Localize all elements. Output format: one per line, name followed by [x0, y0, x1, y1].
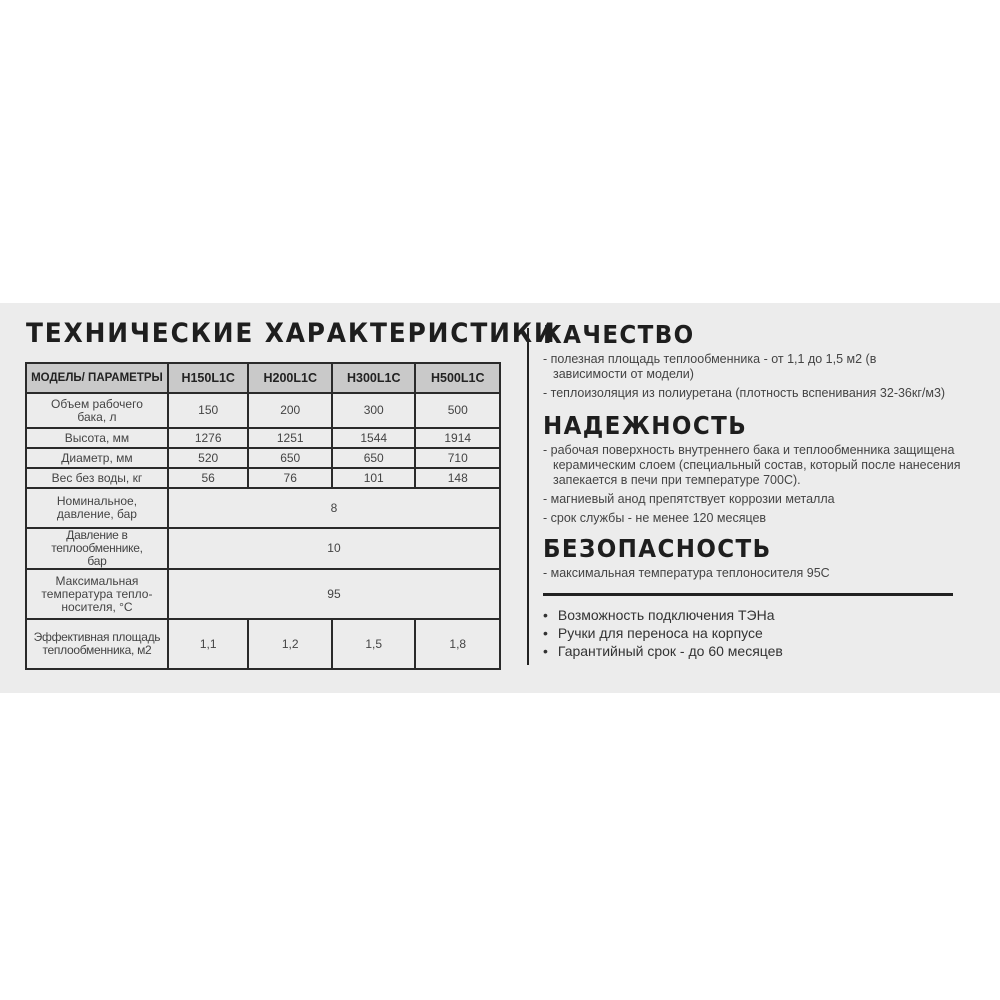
cell: 148 — [414, 467, 501, 489]
header-cell: МОДЕЛЬ/ ПАРАМЕТРЫ — [25, 362, 169, 394]
table-header-row: МОДЕЛЬ/ ПАРАМЕТРЫ H150L1C H200L1C H300L1… — [25, 362, 501, 394]
header-cell: H500L1C — [414, 362, 501, 394]
bullet-icon: • — [543, 643, 548, 659]
vertical-divider — [527, 328, 529, 665]
feature-item: • Гарантийный срок - до 60 месяцев — [543, 642, 963, 660]
cell: 95 — [166, 568, 502, 620]
row-label: Давление в теплообменнике, бар — [25, 527, 169, 570]
features-column: КАЧЕСТВО - полезная площадь теплообменни… — [543, 318, 963, 660]
row-label: Высота, мм — [25, 427, 169, 449]
cell: 1914 — [414, 427, 501, 449]
list-item: - полезная площадь теплообменника - от 1… — [543, 352, 877, 381]
horizontal-divider — [543, 593, 953, 596]
row-label: Максимальная температура тепло-носителя,… — [25, 568, 169, 620]
list-item: - срок службы - не менее 120 месяцев — [543, 511, 767, 525]
feature-text: Гарантийный срок - до 60 месяцев — [557, 643, 783, 659]
header-cell: H150L1C — [166, 362, 250, 394]
cell: 520 — [166, 447, 250, 469]
table-row: Диаметр, мм 520 650 650 710 — [25, 447, 501, 469]
cell: 56 — [166, 467, 250, 489]
list-item: - максимальная температура теплоносителя… — [543, 566, 830, 580]
table-row: Объем рабочего бака, л 150 200 300 500 — [25, 392, 501, 429]
list-item: - теплоизоляция из полиуретана (плотност… — [543, 386, 946, 400]
section-heading-safety: БЕЗОПАСНОСТЬ — [543, 534, 772, 563]
cell: 650 — [330, 447, 417, 469]
feature-item: • Ручки для переноса на корпусе — [543, 624, 963, 642]
cell: 1251 — [247, 427, 333, 449]
row-label: Номинальное, давление, бар — [25, 487, 169, 529]
cell: 1276 — [166, 427, 250, 449]
table-row: Вес без воды, кг 56 76 101 148 — [25, 467, 501, 489]
cell: 1,8 — [414, 618, 501, 670]
page-title: ТЕХНИЧЕСКИЕ ХАРАКТЕРИСТИКИ — [26, 318, 557, 349]
cell: 710 — [414, 447, 501, 469]
cell: 10 — [166, 527, 502, 570]
table-row: Максимальная температура тепло-носителя,… — [25, 568, 502, 620]
table-row: Номинальное, давление, бар 8 — [25, 487, 502, 529]
cell: 1544 — [330, 427, 417, 449]
bullet-icon: • — [543, 607, 548, 623]
table-row: Давление в теплообменнике, бар 10 — [25, 527, 502, 570]
list-item: - рабочая поверхность внутреннего бака и… — [543, 443, 961, 487]
row-label: Объем рабочего бака, л — [25, 392, 169, 429]
cell: 500 — [414, 392, 501, 429]
table-row: Высота, мм 1276 1251 1544 1914 — [25, 427, 501, 449]
list-item: - магниевый анод препятствует коррозии м… — [543, 492, 835, 506]
header-cell: H200L1C — [247, 362, 333, 394]
header-cell: H300L1C — [330, 362, 417, 394]
row-label: Диаметр, мм — [25, 447, 169, 469]
cell: 200 — [247, 392, 333, 429]
table-row: Эффективная площадь теплообменника, м2 1… — [25, 618, 501, 670]
row-label: Эффективная площадь теплообменника, м2 — [25, 618, 169, 670]
cell: 300 — [330, 392, 417, 429]
cell: 101 — [330, 467, 417, 489]
cell: 76 — [247, 467, 333, 489]
bullet-icon: • — [543, 625, 548, 641]
feature-text: Ручки для переноса на корпусе — [557, 625, 763, 641]
specs-table: МОДЕЛЬ/ ПАРАМЕТРЫ H150L1C H200L1C H300L1… — [25, 362, 502, 670]
cell: 650 — [247, 447, 333, 469]
cell: 150 — [166, 392, 250, 429]
feature-text: Возможность подключения ТЭНа — [557, 607, 775, 623]
section-heading-quality: КАЧЕСТВО — [543, 320, 695, 349]
cell: 1,5 — [330, 618, 417, 670]
row-label: Вес без воды, кг — [25, 467, 169, 489]
cell: 8 — [166, 487, 502, 529]
feature-item: • Возможность подключения ТЭНа — [543, 606, 963, 624]
section-heading-reliability: НАДЕЖНОСТЬ — [543, 411, 748, 440]
cell: 1,2 — [247, 618, 333, 670]
cell: 1,1 — [166, 618, 250, 670]
